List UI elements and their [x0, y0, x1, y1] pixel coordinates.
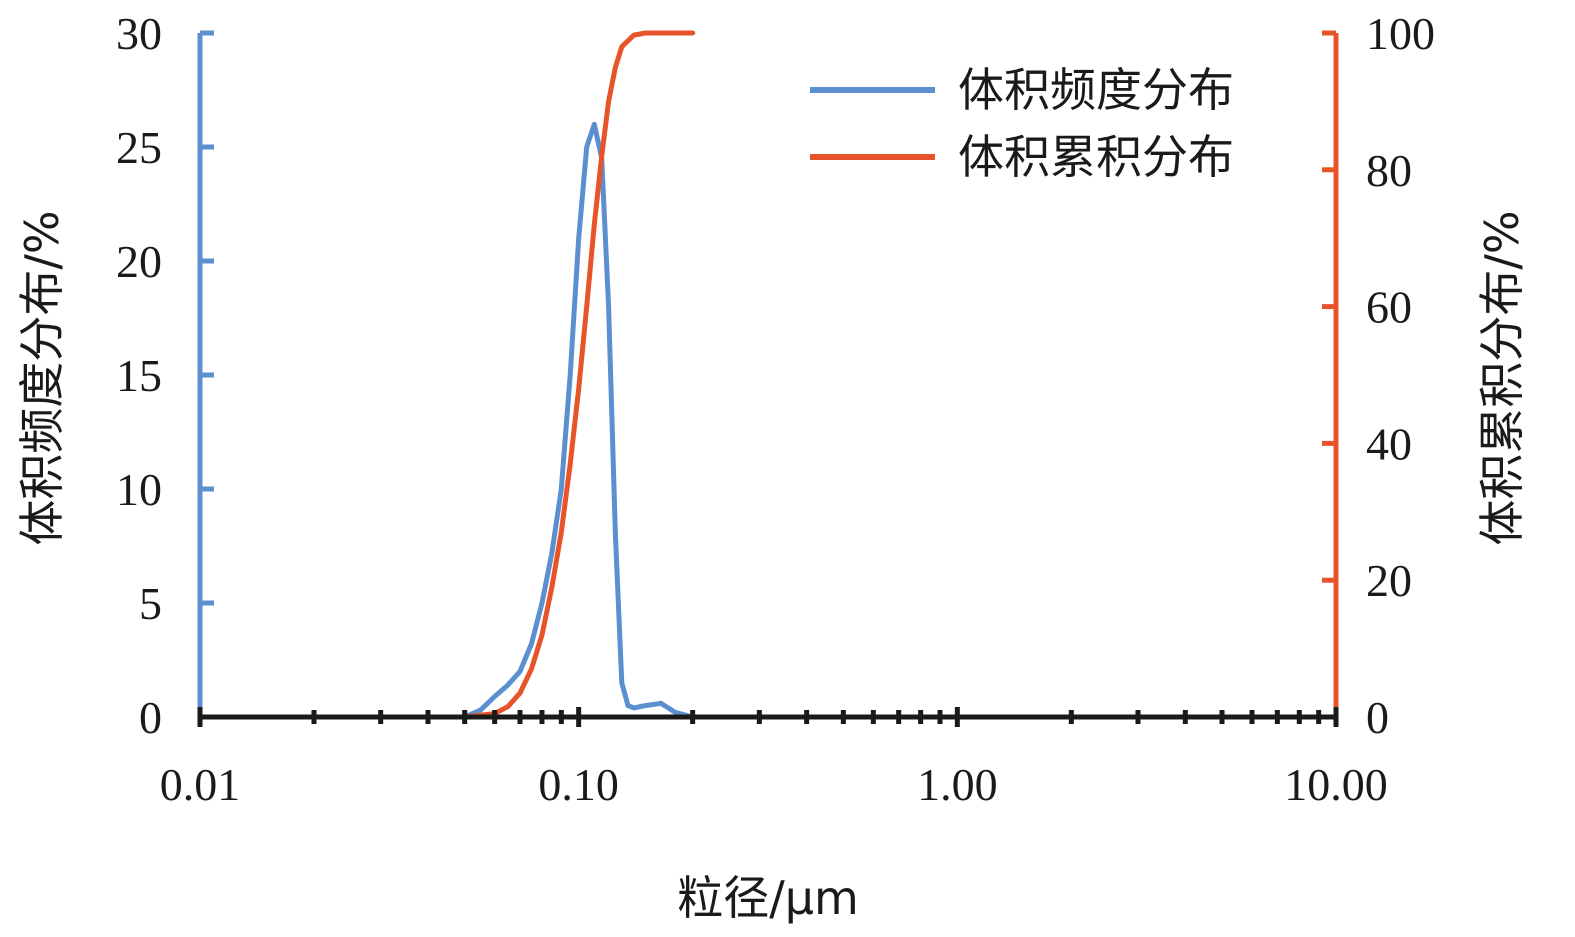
- x-tick-label: 1.00: [917, 759, 998, 810]
- y-left-tick-label: 15: [116, 350, 162, 401]
- series-line-cumulative: [197, 30, 696, 720]
- plot-area: [197, 30, 696, 720]
- y-right-axis-title: 体积累积分布/%: [1475, 210, 1529, 545]
- x-tick-label: 0.01: [160, 759, 241, 810]
- x-axis-title: 粒径/μm: [677, 871, 859, 925]
- y-right-tick-label: 80: [1366, 145, 1412, 196]
- x-tick-label: 0.10: [538, 759, 619, 810]
- y-right-tick-label: 60: [1366, 282, 1412, 333]
- y-right-tick-label: 20: [1366, 555, 1412, 606]
- legend-label-cumulative: 体积累积分布: [958, 130, 1234, 184]
- legend-label-frequency: 体积频度分布: [958, 63, 1234, 117]
- y-left-axis-title: 体积频度分布/%: [15, 210, 69, 545]
- tick-labels: 0 5 10 15 20 25 30 0 20 40 60 80 100 0.01 0.10 1.00 10.0…: [116, 8, 1435, 810]
- axes: [197, 30, 1339, 727]
- y-right-tick-label: 40: [1366, 418, 1412, 469]
- series-line-frequency: [197, 121, 696, 720]
- y-left-tick-label: 10: [116, 464, 162, 515]
- y-left-tick-label: 20: [116, 236, 162, 287]
- y-right-tick-label: 100: [1366, 8, 1435, 59]
- x-tick-label: 10.00: [1284, 759, 1388, 810]
- y-right-tick-label: 0: [1366, 692, 1389, 743]
- y-left-tick-label: 5: [139, 578, 162, 629]
- y-left-tick-label: 25: [116, 122, 162, 173]
- legend: 体积频度分布 体积累积分布: [810, 63, 1234, 184]
- y-left-tick-label: 0: [139, 692, 162, 743]
- y-left-tick-label: 30: [116, 8, 162, 59]
